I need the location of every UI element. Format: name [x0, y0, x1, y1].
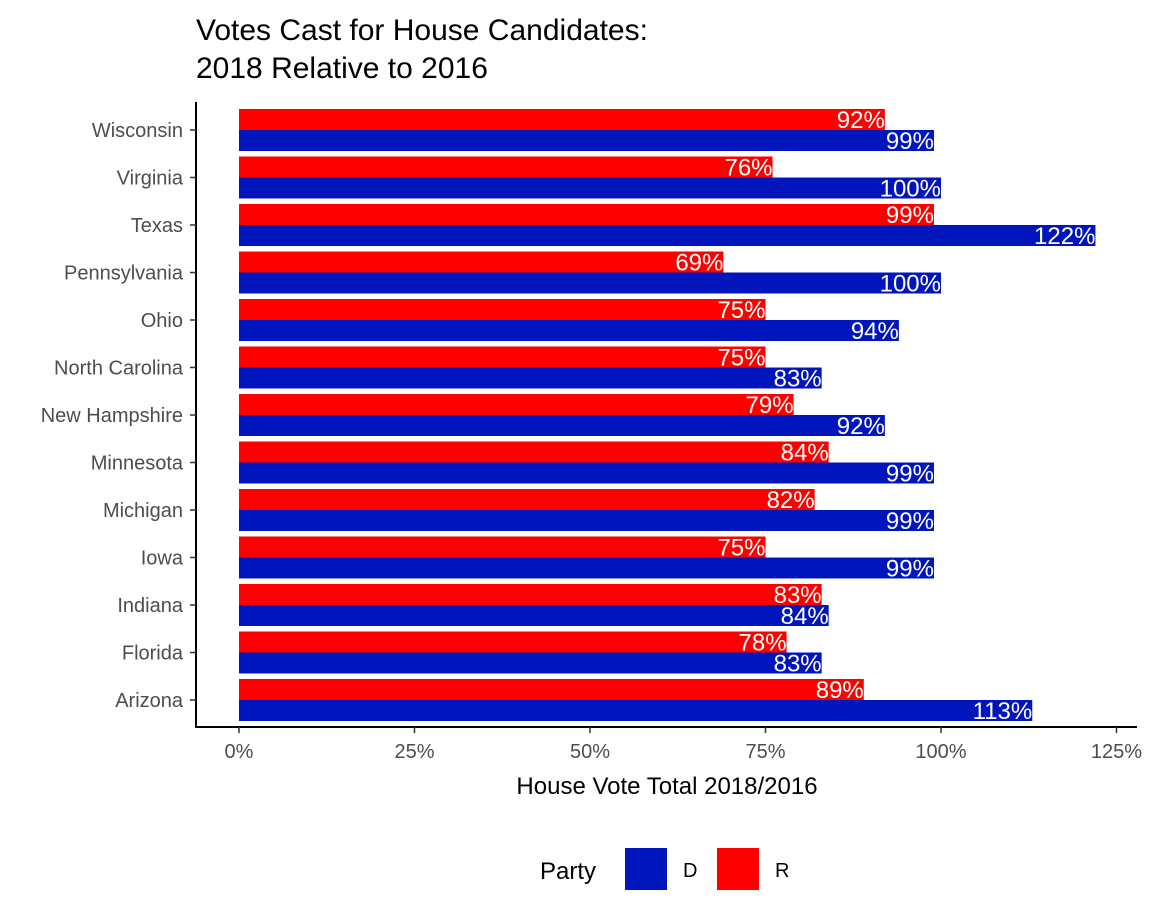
y-tick-label: Iowa: [141, 548, 184, 570]
bar-r: [239, 204, 934, 225]
chart-title-line: Votes Cast for House Candidates:: [196, 14, 648, 47]
x-tick-label: 100%: [915, 741, 966, 763]
x-tick-label: 25%: [394, 741, 434, 763]
legend: Party D R: [540, 848, 789, 890]
legend-label: D: [683, 860, 697, 882]
bar-label-d: 99%: [886, 556, 934, 583]
axes-group: Wisconsin Virginia Texas Pennsylvania Ohio No…: [41, 102, 1142, 800]
y-tick-label: Indiana: [117, 595, 183, 617]
x-tick-label: 0%: [225, 741, 254, 763]
bar-label-r: 76%: [724, 155, 772, 182]
bar-d: [239, 605, 829, 626]
bar-label-r: 99%: [886, 202, 934, 229]
bar-label-d: 100%: [880, 176, 941, 203]
bar-label-r: 92%: [837, 107, 885, 134]
y-tick-label: North Carolina: [54, 358, 184, 380]
y-tick-label: Virginia: [117, 168, 184, 190]
bar-r: [239, 109, 885, 130]
bar-d: [239, 130, 934, 151]
chart-title-line: 2018 Relative to 2016: [196, 52, 488, 85]
bar-label-d: 113%: [973, 698, 1033, 725]
x-tick-label: 75%: [745, 741, 785, 763]
bar-r: [239, 631, 787, 653]
bar-r: [239, 156, 773, 178]
bar-label-d: 122%: [1034, 223, 1095, 250]
legend-title: Party: [540, 858, 596, 885]
bar-label-r: 83%: [774, 582, 822, 609]
bar-label-r: 75%: [717, 345, 765, 372]
bar-d: [239, 462, 934, 484]
y-tick-label: Wisconsin: [92, 120, 183, 142]
bar-d: [239, 320, 899, 341]
bar-r: [239, 536, 766, 558]
x-axis-title: House Vote Total 2018/2016: [516, 773, 817, 800]
bar-label-r: 75%: [717, 535, 765, 562]
bar-label-r: 78%: [739, 630, 787, 657]
bar-label-d: 83%: [774, 366, 822, 393]
bar-label-r: 75%: [717, 297, 765, 324]
bar-label-d: 99%: [886, 461, 934, 488]
bar-r: [239, 251, 724, 273]
bar-label-r: 79%: [746, 392, 794, 419]
bar-label-d: 84%: [781, 603, 829, 630]
bar-r: [239, 441, 829, 463]
y-tick-label: Florida: [122, 643, 184, 665]
bar-d: [239, 700, 1033, 721]
bar-r: [239, 584, 822, 605]
bar-label-r: 82%: [767, 487, 815, 514]
bar-label-d: 99%: [886, 508, 934, 535]
y-tick-label: Pennsylvania: [64, 263, 184, 285]
y-tick-label: Ohio: [141, 310, 183, 332]
legend-label: R: [775, 860, 789, 882]
bar-label-d: 94%: [851, 318, 899, 345]
bar-r: [239, 299, 766, 320]
bar-r: [239, 394, 794, 415]
bar-label-d: 83%: [774, 651, 822, 678]
x-tick-label: 125%: [1091, 741, 1142, 763]
bar-label-d: 92%: [837, 413, 885, 440]
bar-d: [239, 177, 941, 199]
y-tick-label: Minnesota: [91, 453, 184, 475]
x-tick-label: 50%: [570, 741, 610, 763]
y-tick-label: Michigan: [103, 500, 183, 522]
chart-title: Votes Cast for House Candidates: 2018 Rel…: [196, 14, 648, 85]
bar-r: [239, 679, 864, 700]
bar-d: [239, 557, 934, 579]
bar-r: [239, 346, 766, 368]
legend-swatch: [717, 848, 759, 890]
bar-label-d: 100%: [880, 271, 941, 298]
bar-d: [239, 225, 1096, 246]
y-tick-label: Texas: [131, 215, 183, 237]
y-tick-label: New Hampshire: [41, 405, 183, 427]
bar-label-d: 99%: [886, 128, 934, 155]
bar-d: [239, 367, 822, 389]
bars-group: 92%99%76%100%99%122%69%100%75%94%75%83%7…: [239, 107, 1096, 725]
bar-d: [239, 652, 822, 674]
bar-d: [239, 510, 934, 531]
bar-d: [239, 272, 941, 294]
bar-label-r: 84%: [781, 440, 829, 467]
legend-swatch: [625, 848, 667, 890]
bar-d: [239, 415, 885, 436]
y-tick-label: Arizona: [115, 690, 184, 712]
bar-r: [239, 489, 815, 510]
bar-label-r: 69%: [675, 250, 723, 277]
bar-label-r: 89%: [816, 677, 864, 704]
